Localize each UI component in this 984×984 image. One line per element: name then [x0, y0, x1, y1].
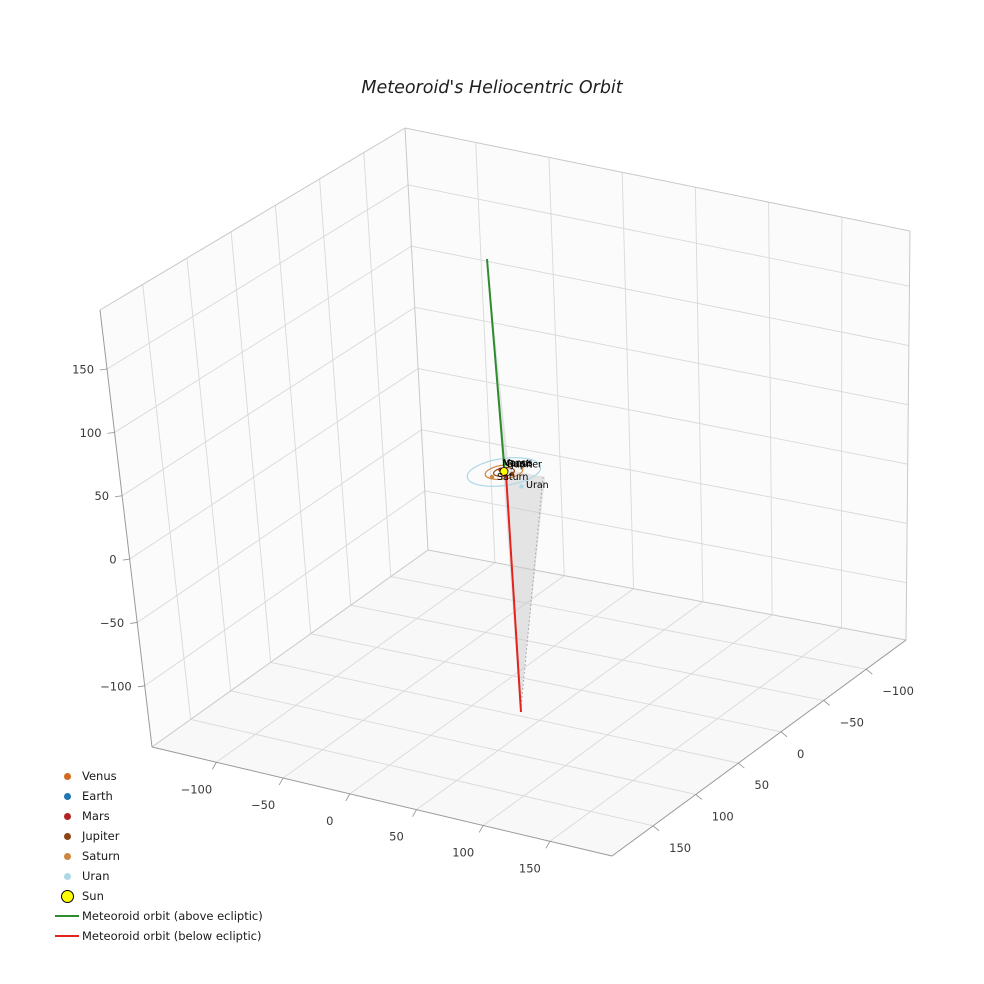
- y-tick-label: 100: [712, 809, 734, 823]
- planet-dot-jupiter: [509, 471, 515, 477]
- line-marker-icon: [52, 935, 82, 937]
- jupiter-marker: [63, 832, 71, 840]
- legend-item-uran: Uran: [52, 866, 263, 886]
- earth-marker: [63, 792, 71, 800]
- x-tick-label: 50: [389, 830, 404, 844]
- dot-marker-icon: [52, 832, 82, 840]
- sun-marker: [60, 889, 74, 903]
- planet-label-uran: Uran: [526, 480, 549, 491]
- line-marker-icon: [52, 915, 82, 917]
- planet-label-saturn: Saturn: [497, 472, 528, 483]
- axis-box-edges: [99, 127, 911, 857]
- legend-item-jupiter: Jupiter: [52, 826, 263, 846]
- x-tick-label: 100: [452, 845, 474, 859]
- legend-item-sun: Sun: [52, 886, 263, 906]
- orbit-saturn: [484, 463, 524, 481]
- y-tick-label: −50: [840, 715, 864, 729]
- y-tick-label: 50: [754, 778, 769, 792]
- tick-marks: [99, 368, 873, 849]
- legend-label: Jupiter: [82, 829, 120, 843]
- planet-label-earth: Earth: [507, 459, 532, 470]
- dot-marker-icon: [52, 772, 82, 780]
- tick-labels: 150 −100 150 100 −50 100 50 0 50 0 50 0 −50 100 −50 −10…: [72, 362, 914, 875]
- z-tick-label: 0: [109, 553, 116, 567]
- z-tick-label: −100: [100, 679, 132, 693]
- uran-marker: [63, 872, 71, 880]
- legend-label: Meteoroid orbit (below ecliptic): [82, 929, 262, 943]
- z-tick-label: 100: [80, 426, 102, 440]
- x-tick-label: −50: [251, 798, 275, 812]
- saturn-marker: [63, 852, 71, 860]
- venus-marker: [63, 772, 71, 780]
- legend-item-earth: Earth: [52, 786, 263, 806]
- planet-label-venus: Venus: [504, 458, 533, 469]
- z-tick-label: 50: [94, 489, 109, 503]
- legend-label: Earth: [82, 789, 113, 803]
- sun-dot: [499, 467, 509, 476]
- legend-item-orbit-below: Meteoroid orbit (below ecliptic): [52, 926, 263, 946]
- mars-marker: [63, 812, 71, 820]
- z-tick-label: 150: [72, 362, 94, 376]
- meteoroid-orbit-above: [486, 258, 506, 470]
- x-tick-label: −100: [181, 782, 213, 796]
- legend-label: Venus: [82, 769, 117, 783]
- legend-label: Mars: [82, 809, 110, 823]
- dot-marker-icon: [52, 889, 82, 903]
- meteoroid-orbit-below: [505, 473, 522, 713]
- dot-marker-icon: [52, 872, 82, 880]
- orbit-below-marker: [55, 935, 79, 937]
- orbit-plane-dotted-edge: [520, 476, 544, 709]
- legend-label: Uran: [82, 869, 110, 883]
- y-tick-label: −100: [882, 684, 914, 698]
- legend-item-mars: Mars: [52, 806, 263, 826]
- planet-label-jupiter: Jupiter: [510, 460, 542, 471]
- dot-marker-icon: [52, 852, 82, 860]
- x-tick-label: 0: [326, 814, 333, 828]
- y-tick-label: 150: [669, 841, 691, 855]
- legend: Venus Earth Mars Jupiter Saturn Uran Sun Meteor…: [52, 766, 263, 946]
- z-tick-label: −50: [100, 616, 124, 630]
- orbit-plane-shading: [487, 259, 545, 712]
- legend-label: Meteoroid orbit (above ecliptic): [82, 909, 263, 923]
- legend-item-venus: Venus: [52, 766, 263, 786]
- legend-item-orbit-above: Meteoroid orbit (above ecliptic): [52, 906, 263, 926]
- planet-dot-saturn: [489, 474, 495, 480]
- legend-label: Saturn: [82, 849, 120, 863]
- dot-marker-icon: [52, 792, 82, 800]
- planet-label-mars: Mars: [502, 459, 525, 470]
- planet-dot-uran: [519, 484, 524, 489]
- orbit-above-marker: [55, 915, 79, 917]
- grid-lines: [106, 142, 910, 842]
- legend-label: Sun: [82, 889, 104, 903]
- chart-title: Meteoroid's Heliocentric Orbit: [361, 78, 623, 98]
- y-tick-label: 0: [797, 747, 804, 761]
- legend-item-saturn: Saturn: [52, 846, 263, 866]
- x-tick-label: 150: [519, 861, 541, 875]
- dot-marker-icon: [52, 812, 82, 820]
